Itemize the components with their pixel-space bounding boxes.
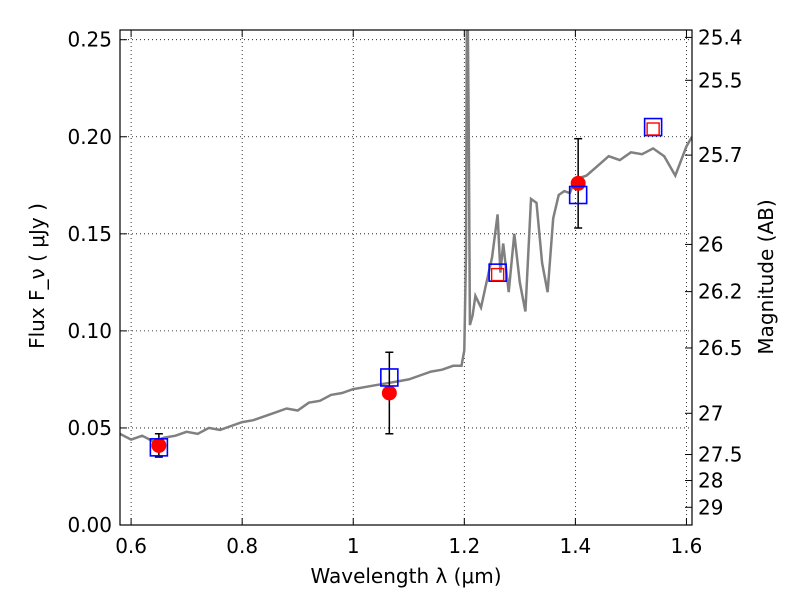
upper-limit-square <box>490 267 505 282</box>
photometry-points <box>149 117 663 458</box>
x-tick-label: 1.4 <box>559 534 591 558</box>
right-tick-label: 26 <box>698 232 723 256</box>
model-flux-square <box>149 438 169 457</box>
right-tick-label: 26.5 <box>698 336 743 360</box>
y-tick-label: 0.10 <box>67 319 112 343</box>
right-tick-label: 27.5 <box>698 443 743 467</box>
y-axis-label: Flux F_ν ( μJy ) <box>25 203 49 349</box>
right-tick-label: 29 <box>698 495 723 519</box>
observed-flux-point <box>381 385 397 401</box>
y-tick-label: 0.20 <box>67 125 112 149</box>
model-flux-square <box>380 368 399 387</box>
spectrum-series <box>120 30 692 443</box>
x-tick-label: 0.8 <box>226 534 258 558</box>
right-tick-label: 26.2 <box>698 280 743 304</box>
y-tick-label: 0.25 <box>67 28 112 52</box>
model-flux-square <box>568 185 588 205</box>
y-tick-label: 0.05 <box>67 416 112 440</box>
right-tick-label: 28 <box>698 469 723 493</box>
y-tick-label: 0.00 <box>67 513 112 537</box>
grid-lines <box>120 30 692 526</box>
y-tick-label: 0.15 <box>67 222 112 246</box>
right-tick-label: 25.5 <box>698 68 743 92</box>
spectrum-line <box>120 30 692 443</box>
x-tick-label: 1.2 <box>448 534 480 558</box>
plot-frame <box>119 29 693 526</box>
right-tick-label: 25.7 <box>698 143 743 167</box>
right-tick-label: 25.4 <box>698 25 743 49</box>
axis-ticks: 0.6 0.8 1 1.2 1.4 1.6 0.00 0.05 0.10 0.15 0.20 0.25… <box>67 25 742 558</box>
observed-flux-point <box>570 175 586 191</box>
x-tick-label: 1.6 <box>671 534 703 558</box>
right-tick-label: 27 <box>698 401 723 425</box>
x-axis-label: Wavelength λ (μm) <box>310 564 501 588</box>
x-tick-label: 1 <box>347 534 360 558</box>
x-tick-label: 0.6 <box>115 534 147 558</box>
right-axis-label: Magnitude (AB) <box>754 199 778 354</box>
upper-limit-square <box>646 122 660 136</box>
observed-flux-point <box>151 437 167 453</box>
